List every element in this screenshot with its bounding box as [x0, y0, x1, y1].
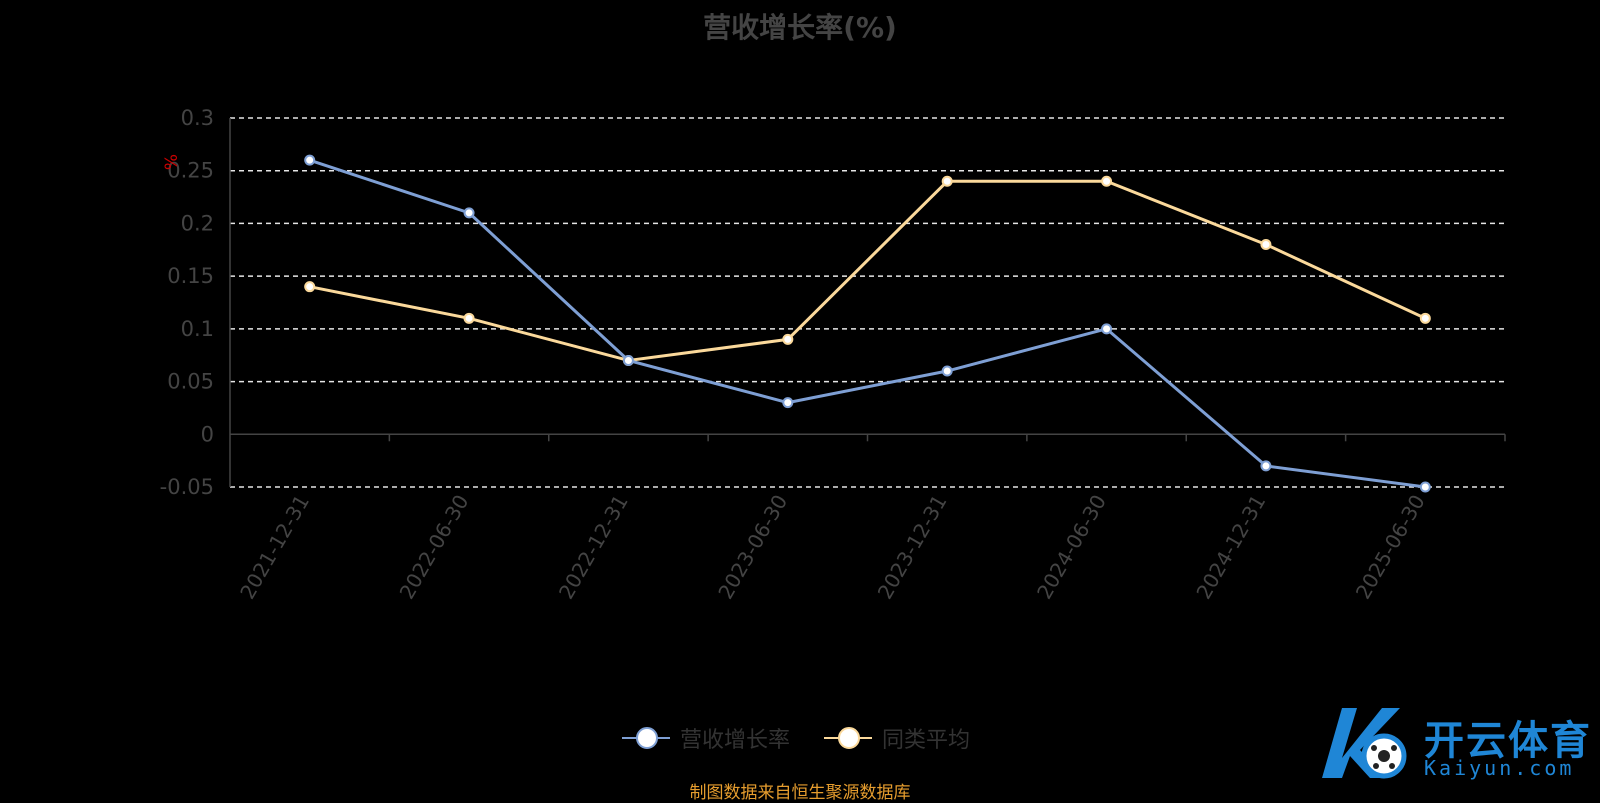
y-tick-label: 0 [201, 422, 214, 446]
y-tick-label: 0.05 [167, 370, 214, 394]
data-point [463, 207, 475, 219]
legend: 营收增长率 同类平均 [0, 718, 1600, 758]
x-tick-label: 2023-06-30 [713, 491, 792, 604]
data-source-note: 制图数据来自恒生聚源数据库 [689, 783, 911, 803]
data-point [304, 154, 316, 166]
legend-item-peer-average[interactable]: 同类平均 [824, 718, 970, 758]
y-tick-label: 0.25 [167, 159, 214, 183]
axis-layer: -0.05 0 0.05 0.1 0.15 0.2 0.25 0.3 2021-12-31 202… [160, 106, 1506, 604]
data-point [1101, 175, 1113, 187]
data-point [1419, 481, 1431, 493]
grid-layer [230, 117, 1505, 488]
chart-title: 营收增长率(%) [703, 11, 897, 44]
k-soccer-logo-icon [1322, 708, 1407, 779]
y-tick-label: 0.15 [167, 264, 214, 288]
data-point [941, 365, 953, 377]
x-tick-label: 2021-12-31 [235, 491, 314, 604]
watermark-text-cn: 开云体育 [1424, 718, 1592, 764]
data-point [782, 333, 794, 345]
y-tick-label: -0.05 [160, 475, 214, 499]
data-point [622, 354, 634, 366]
data-point [1101, 323, 1113, 335]
watermark: 开云体育 Kaiyun.com [1312, 698, 1592, 788]
data-point [1260, 460, 1272, 472]
legend-line-icon [824, 727, 872, 749]
legend-label: 同类平均 [882, 728, 971, 753]
x-tick-label: 2025-06-30 [1351, 491, 1430, 604]
watermark-text-en: Kaiyun.com [1424, 756, 1575, 780]
data-point [782, 397, 794, 409]
series-line [309, 158, 1426, 489]
data-point [304, 281, 316, 293]
legend-item-revenue-growth[interactable]: 营收增长率 [622, 718, 790, 758]
data-point [1419, 312, 1431, 324]
y-axis-label: % [162, 154, 182, 170]
x-tick-label: 2023-12-31 [873, 491, 952, 604]
series-layer [304, 154, 1431, 493]
y-tick-label: 0.1 [181, 317, 214, 341]
x-tick-label: 2024-12-31 [1191, 491, 1270, 604]
data-point [463, 312, 475, 324]
y-tick-label: 0.2 [181, 211, 214, 235]
legend-marker-icon [838, 727, 860, 749]
x-tick-label: 2024-06-30 [1032, 491, 1111, 604]
legend-marker-icon [636, 727, 658, 749]
x-tick-label: 2022-12-31 [554, 491, 633, 604]
data-point [941, 175, 953, 187]
data-point [1260, 239, 1272, 251]
legend-line-icon [622, 727, 670, 749]
x-tick-label: 2022-06-30 [394, 491, 473, 604]
series-line [309, 179, 1426, 362]
legend-label: 营收增长率 [680, 728, 791, 753]
y-tick-label: 0.3 [181, 106, 214, 130]
